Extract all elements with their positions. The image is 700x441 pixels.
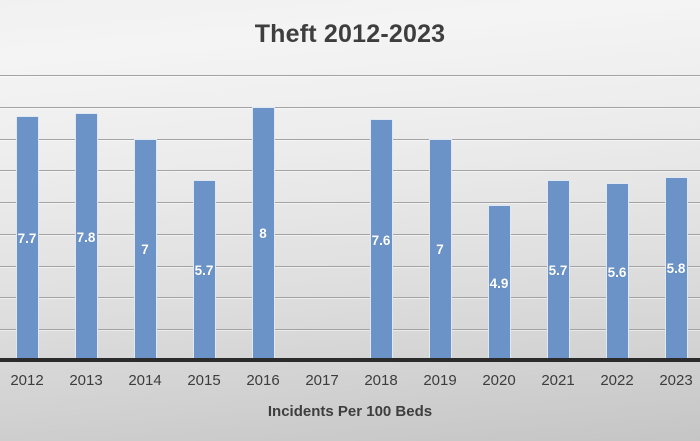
bar-2013: 7.8 xyxy=(74,113,98,361)
bar-2018: 7.6 xyxy=(369,119,393,361)
bar-data-label: 5.7 xyxy=(194,262,214,278)
x-tick-2021: 2021 xyxy=(541,372,575,389)
bar-data-label: 7.6 xyxy=(371,232,391,248)
bar-2022: 5.6 xyxy=(605,183,629,361)
chart-title: Theft 2012-2023 xyxy=(254,20,446,48)
x-tick-2019: 2019 xyxy=(423,372,457,389)
bar-data-label: 4.9 xyxy=(489,275,509,291)
gridline xyxy=(0,202,700,204)
bar-data-label: 7.8 xyxy=(76,229,96,245)
bar-2021: 5.7 xyxy=(546,179,570,361)
bar-2020: 4.9 xyxy=(487,205,511,361)
bar-2023: 5.8 xyxy=(664,176,688,361)
bar-data-label: 7.7 xyxy=(17,231,37,247)
x-tick-2012: 2012 xyxy=(10,372,44,389)
bar-data-label: 5.8 xyxy=(666,261,686,277)
gridline xyxy=(0,75,700,76)
bar-2019: 7 xyxy=(428,138,452,361)
gridline xyxy=(0,233,700,235)
x-tick-2018: 2018 xyxy=(364,372,398,389)
x-tick-2017: 2017 xyxy=(305,372,339,389)
bar-2016: 8 xyxy=(251,106,275,361)
bar-data-label: 7 xyxy=(436,242,444,258)
gridline xyxy=(0,138,700,140)
x-tick-2016: 2016 xyxy=(246,372,280,389)
x-axis-title: Incidents Per 100 Beds xyxy=(267,403,433,420)
gridline xyxy=(0,170,700,172)
x-tick-2023: 2023 xyxy=(659,372,693,389)
x-tick-2014: 2014 xyxy=(128,372,162,389)
x-tick-2013: 2013 xyxy=(69,372,103,389)
gridline xyxy=(0,265,700,267)
gridline xyxy=(0,106,700,108)
x-tick-2020: 2020 xyxy=(482,372,516,389)
x-axis-line xyxy=(0,358,700,362)
bar-2014: 7 xyxy=(133,138,157,361)
gridline xyxy=(0,329,700,331)
x-tick-2015: 2015 xyxy=(187,372,221,389)
bar-data-label: 5.6 xyxy=(607,264,627,280)
x-tick-2022: 2022 xyxy=(600,372,634,389)
bar-data-label: 5.7 xyxy=(548,262,568,278)
gridline xyxy=(0,297,700,299)
bar-data-label: 8 xyxy=(259,226,267,242)
bar-data-label: 7 xyxy=(141,242,149,258)
bar-2012: 7.7 xyxy=(15,116,39,361)
bar-2015: 5.7 xyxy=(192,179,216,361)
